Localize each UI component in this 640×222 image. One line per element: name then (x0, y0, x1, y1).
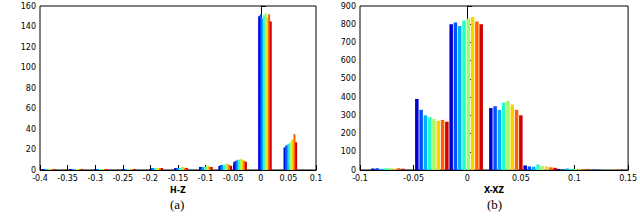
svg-text:0: 0 (465, 174, 470, 183)
svg-text:-0.35: -0.35 (57, 174, 78, 183)
svg-text:800: 800 (341, 20, 356, 29)
svg-text:-0.1: -0.1 (352, 174, 368, 183)
svg-text:120: 120 (21, 43, 36, 52)
svg-text:0: 0 (350, 165, 356, 175)
svg-text:-0.05: -0.05 (403, 174, 424, 183)
svg-text:300: 300 (341, 111, 356, 120)
svg-text:20: 20 (26, 145, 36, 154)
svg-text:-0.15: -0.15 (168, 174, 189, 183)
svg-text:0.1: 0.1 (310, 174, 323, 183)
svg-text:0: 0 (30, 165, 36, 175)
svg-text:0: 0 (258, 174, 263, 183)
svg-text:700: 700 (341, 38, 356, 47)
svg-text:-0.4: -0.4 (32, 174, 48, 183)
svg-text:100: 100 (341, 147, 356, 156)
svg-text:100: 100 (21, 63, 36, 72)
svg-text:140: 140 (21, 22, 36, 31)
svg-text:500: 500 (341, 74, 356, 83)
svg-text:40: 40 (26, 125, 36, 134)
svg-text:0.1: 0.1 (568, 174, 581, 183)
svg-text:X-XZ: X-XZ (484, 186, 504, 195)
svg-text:(a): (a) (170, 197, 184, 212)
svg-text:80: 80 (26, 84, 36, 93)
svg-text:0.05: 0.05 (512, 174, 530, 183)
svg-text:900: 900 (341, 2, 356, 11)
svg-text:H-Z: H-Z (170, 186, 186, 195)
svg-text:600: 600 (341, 56, 356, 65)
svg-text:200: 200 (341, 129, 356, 138)
svg-text:(b): (b) (487, 197, 502, 212)
svg-text:160: 160 (21, 2, 36, 11)
svg-text:-0.25: -0.25 (112, 174, 133, 183)
svg-text:400: 400 (341, 93, 356, 102)
svg-text:-0.3: -0.3 (87, 174, 103, 183)
svg-text:-0.1: -0.1 (198, 174, 214, 183)
svg-text:0.05: 0.05 (279, 174, 297, 183)
svg-text:0.15: 0.15 (619, 174, 637, 183)
svg-text:-0.05: -0.05 (223, 174, 244, 183)
svg-text:-0.2: -0.2 (143, 174, 159, 183)
svg-text:60: 60 (26, 104, 36, 113)
